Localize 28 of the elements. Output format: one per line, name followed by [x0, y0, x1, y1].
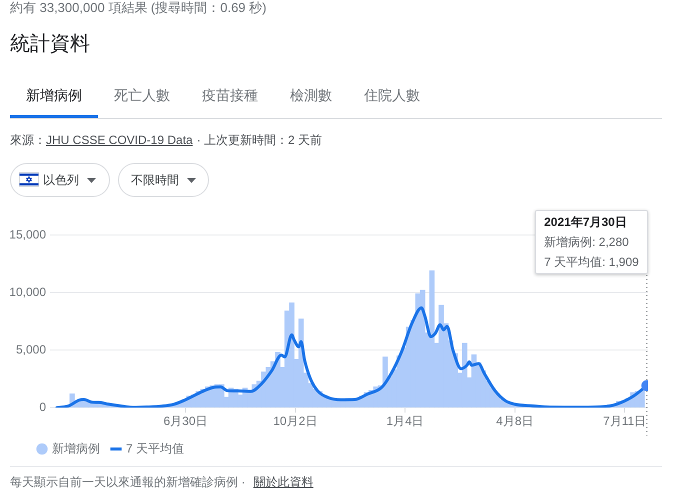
- dropdown-button: 不限時間: [118, 163, 209, 197]
- x-tick-label: 10月2日: [273, 414, 318, 428]
- y-tick-label: 5,000: [16, 342, 46, 356]
- tooltip: 2021年7月30日 新增病例: 2,280 7 天平均值: 1,909: [535, 210, 648, 274]
- x-tick-label: 1月4日: [386, 414, 424, 428]
- dropdown-button: 以色列: [10, 163, 110, 197]
- text: 住院人數: [364, 87, 420, 103]
- text: 檢測數: [290, 87, 332, 103]
- text: 來源：: [10, 133, 46, 147]
- chart-title: 統計資料: [10, 32, 90, 57]
- text: 約有 33,300,000 項結果 (搜尋時間：0.69 秒): [10, 0, 266, 15]
- text: 死亡人數: [114, 87, 170, 103]
- text: 新增病例: [26, 87, 82, 103]
- x-tick-label: 4月8日: [496, 414, 534, 428]
- text: 疫苗接種: [202, 87, 258, 103]
- text: JHU CSSE COVID-19 Data: [46, 133, 193, 147]
- x-tick-label: 7月11日: [603, 414, 646, 428]
- y-tick-label: 15,000: [9, 227, 46, 242]
- x-tick-label: 6月30日: [163, 414, 208, 428]
- text: 每天顯示自前一天以來通報的新增確診病例 ·: [10, 475, 246, 489]
- text: · 上次更新時間：2 天前: [196, 133, 322, 147]
- annotation: 新增病例: 2,280: [544, 234, 630, 251]
- y-tick-label: 10,000: [9, 284, 46, 299]
- legend-label: 7 天平均值: [126, 441, 184, 456]
- annotation: 7 天平均值: 1,909: [544, 254, 639, 271]
- legend-label: 新增病例: [52, 441, 100, 456]
- text: 關於此資料: [253, 475, 314, 489]
- y-tick-label: 0: [39, 400, 46, 414]
